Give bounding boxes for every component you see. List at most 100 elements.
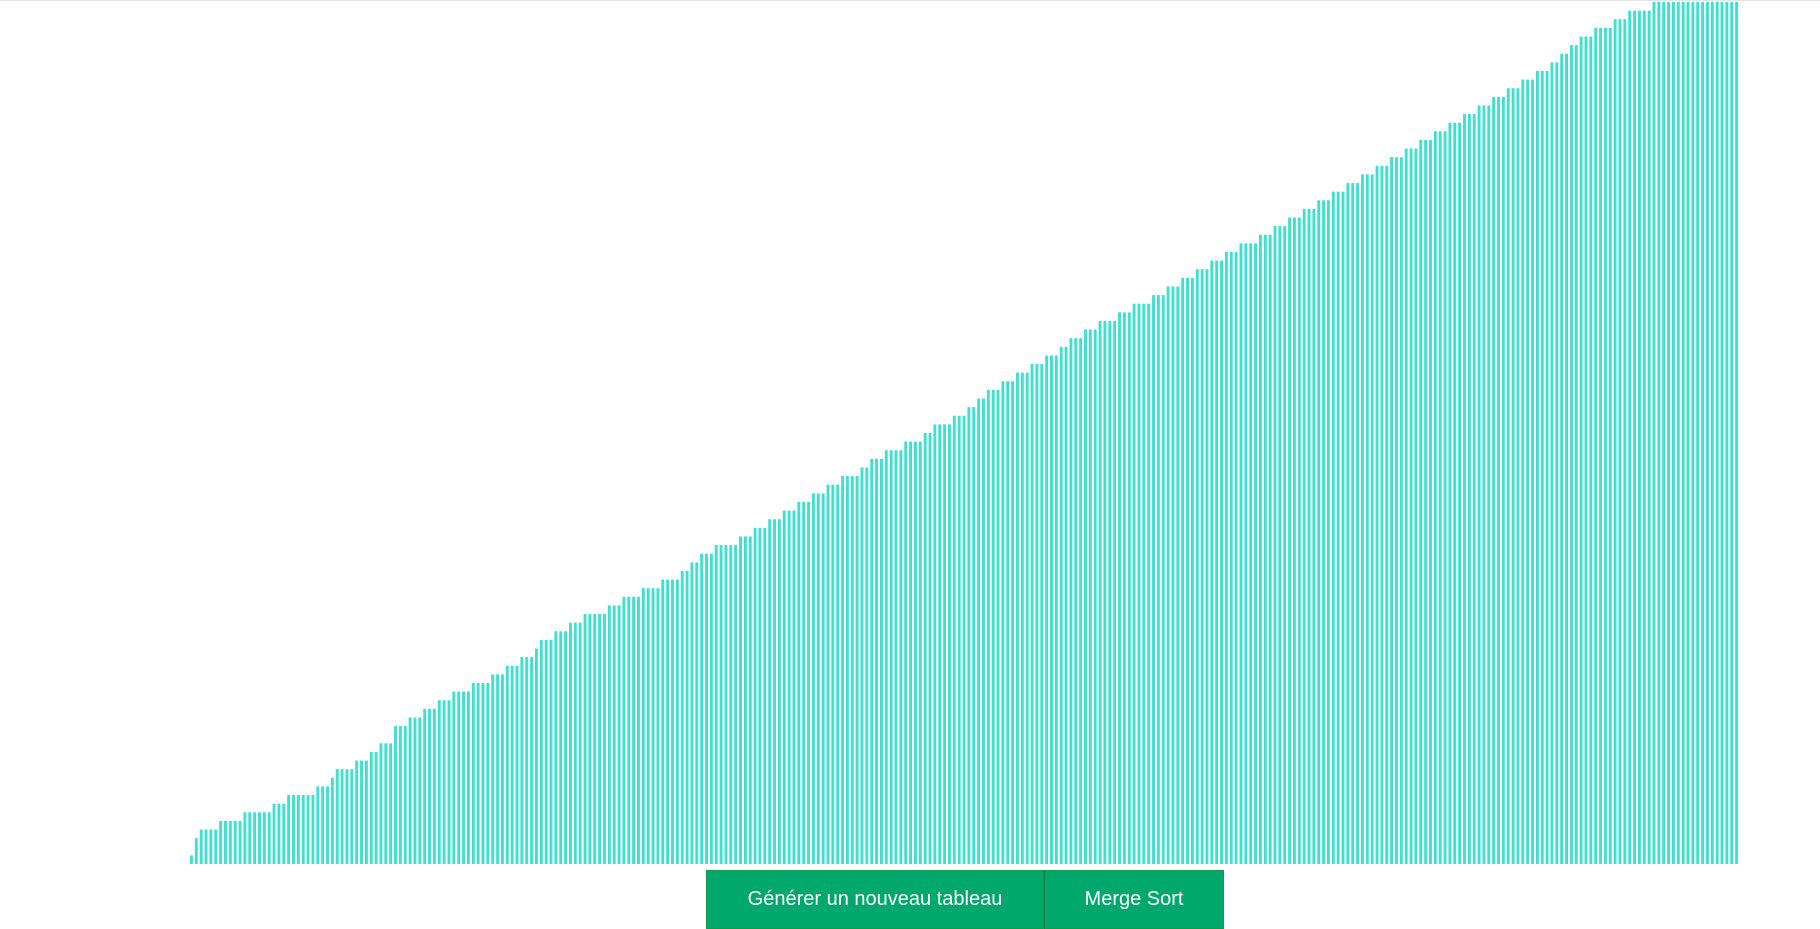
array-bar: [1205, 269, 1209, 864]
array-bar: [690, 562, 694, 864]
array-bar: [627, 596, 631, 864]
array-bar: [899, 450, 903, 864]
array-bar: [1419, 139, 1423, 864]
array-bar: [603, 614, 606, 864]
array-bar: [1472, 114, 1476, 864]
array-bar: [1511, 88, 1515, 864]
array-bar: [1720, 2, 1724, 864]
array-bar: [913, 441, 917, 864]
array-bar: [1555, 62, 1559, 864]
array-bar: [695, 562, 699, 864]
array-bar: [457, 691, 461, 864]
array-bar: [661, 579, 665, 864]
array-bar: [637, 596, 640, 864]
array-bar: [1443, 131, 1447, 864]
array-bar: [1307, 208, 1311, 864]
array-bar: [1336, 191, 1340, 864]
array-bar: [1224, 251, 1228, 864]
array-bar: [1356, 183, 1360, 864]
array-bar: [525, 657, 529, 864]
array-bar: [1560, 53, 1564, 864]
generate-array-button[interactable]: Générer un nouveau tableau: [706, 870, 1044, 929]
array-bar: [462, 691, 466, 864]
array-bar: [1385, 165, 1389, 864]
array-bar: [330, 777, 334, 864]
array-bar: [1045, 355, 1049, 864]
array-bar: [1526, 79, 1530, 864]
array-bar: [1064, 346, 1068, 864]
array-bar: [1414, 148, 1418, 864]
array-bar: [607, 605, 611, 864]
array-bar: [233, 820, 237, 864]
array-bar: [1637, 10, 1641, 864]
array-bar: [1501, 96, 1505, 864]
array-bar: [262, 812, 266, 864]
array-bar: [1268, 234, 1272, 864]
merge-sort-button[interactable]: Merge Sort: [1044, 870, 1224, 929]
array-bar: [248, 812, 252, 864]
array-bar: [700, 553, 704, 864]
array-bar: [947, 424, 951, 864]
array-bar: [1725, 2, 1729, 864]
array-bar: [408, 717, 412, 864]
array-bar: [1326, 200, 1330, 864]
array-bar: [991, 389, 995, 864]
array-bar: [724, 545, 728, 864]
array-bar: [500, 674, 504, 864]
array-bar: [1657, 2, 1661, 864]
array-bar: [787, 510, 791, 864]
array-bar: [1171, 286, 1175, 864]
array-bar: [1016, 372, 1019, 864]
array-bar: [1404, 148, 1408, 864]
array-bar: [253, 812, 257, 864]
array-bar: [743, 536, 747, 864]
array-bar: [879, 458, 883, 864]
array-bar: [364, 760, 368, 864]
array-bars-svg: [190, 2, 1739, 864]
array-bar: [1696, 2, 1700, 864]
array-bar: [666, 579, 670, 864]
array-bar: [316, 786, 320, 864]
array-bar: [190, 855, 193, 864]
array-bar: [199, 829, 203, 864]
array-bar: [1040, 364, 1044, 864]
array-bar: [1535, 70, 1539, 864]
array-bar: [1497, 96, 1500, 864]
array-bar: [573, 622, 577, 864]
array-bar: [1487, 105, 1491, 864]
array-bar: [471, 682, 475, 864]
array-bar: [1603, 27, 1607, 864]
array-bar: [311, 795, 315, 864]
array-bar: [1254, 243, 1258, 864]
array-bar: [855, 476, 859, 864]
array-bar: [209, 829, 213, 864]
array-bar: [583, 614, 587, 864]
array-bar: [1035, 364, 1039, 864]
array-bar: [680, 570, 684, 864]
array-bar: [1278, 226, 1282, 864]
array-bar: [1365, 174, 1369, 864]
array-bar: [326, 786, 329, 864]
array-bar: [559, 631, 563, 864]
array-bar: [1521, 79, 1525, 864]
array-bar: [1069, 338, 1073, 864]
array-bar: [1676, 2, 1680, 864]
array-bar: [1574, 45, 1578, 864]
array-bar: [826, 484, 830, 864]
array-bar: [1297, 217, 1301, 864]
array-bar: [875, 458, 879, 864]
array-bar: [1239, 243, 1243, 864]
array-bar: [194, 838, 198, 864]
array-bar: [884, 450, 888, 864]
array-bar: [1006, 381, 1010, 864]
array-bar: [1030, 364, 1034, 864]
array-bar: [534, 648, 538, 864]
array-bar: [1156, 295, 1160, 864]
array-bar: [1361, 174, 1364, 864]
array-bar: [452, 691, 456, 864]
array-bar: [1341, 191, 1345, 864]
array-bar: [403, 726, 407, 864]
array-bar: [1054, 355, 1058, 864]
array-bar: [1618, 19, 1622, 864]
array-bar: [1331, 191, 1335, 864]
